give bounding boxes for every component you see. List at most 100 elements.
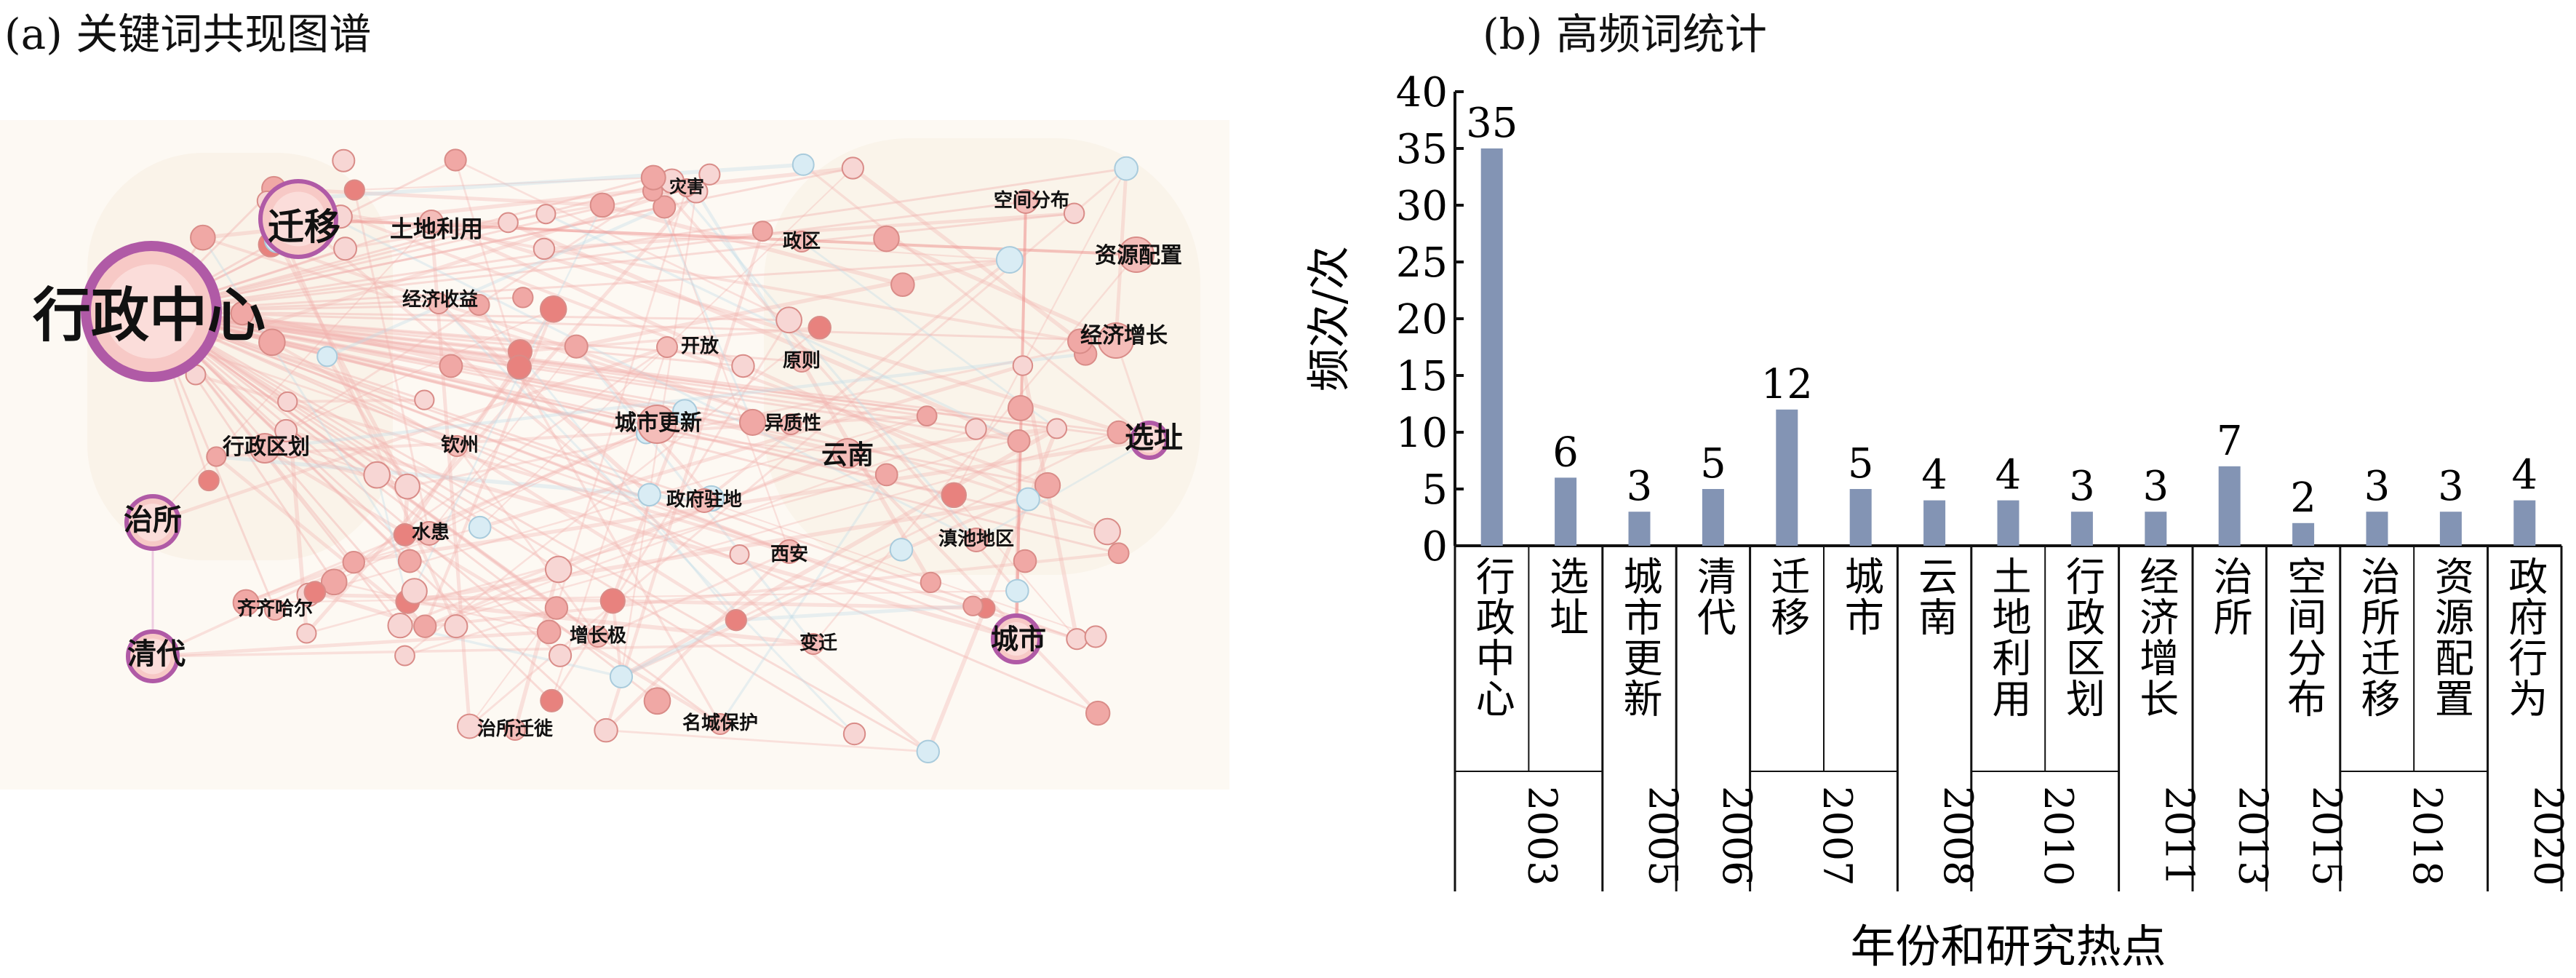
y-axis-label: 频次/次 — [1304, 246, 1355, 391]
network-node — [780, 413, 802, 435]
network-node — [544, 596, 569, 620]
network-node-label: 水患 — [412, 522, 450, 544]
network-node — [643, 687, 671, 715]
network-node — [401, 578, 428, 605]
category-label: 空间分布 — [2281, 556, 2326, 719]
bar — [2070, 512, 2093, 546]
bar-value-label: 7 — [2217, 418, 2243, 465]
network-node — [258, 328, 286, 357]
network-node-label: 政府驻地 — [666, 488, 742, 511]
network-node — [941, 482, 967, 509]
network-node-label: 清代 — [127, 637, 186, 671]
category-label: 城市 — [1838, 556, 1883, 637]
y-tick-label: 15 — [1396, 353, 1448, 400]
network-node — [791, 153, 815, 176]
network-node — [1066, 628, 1088, 651]
bar-value-label: 4 — [2511, 452, 2537, 499]
network-node — [250, 433, 280, 464]
bar-value-label: 3 — [1627, 463, 1653, 510]
network-node — [599, 588, 626, 614]
network-node — [802, 633, 824, 655]
year-label: 2018 — [2404, 786, 2450, 886]
bar-value-label: 3 — [2438, 463, 2464, 510]
network-node — [198, 469, 220, 492]
year-label: 2006 — [1714, 786, 1760, 886]
network-node — [316, 346, 338, 367]
network-node — [419, 210, 444, 234]
network-node — [394, 473, 420, 500]
category-label: 选址 — [1543, 556, 1589, 637]
network-node — [544, 555, 573, 584]
network-node — [589, 192, 615, 218]
network-node — [1114, 156, 1139, 181]
bar — [1702, 489, 1724, 546]
network-node — [277, 391, 298, 413]
network-node — [439, 354, 463, 378]
bar — [1776, 409, 1798, 546]
bar-value-label: 3 — [2364, 463, 2390, 510]
network-node-label: 选址 — [1125, 421, 1183, 455]
network-node — [320, 568, 348, 596]
category-label: 土地利用 — [1985, 556, 2031, 719]
year-label: 2010 — [2035, 786, 2081, 886]
network-node-label: 名城保护 — [682, 712, 758, 734]
network-node — [1013, 189, 1038, 214]
network-node — [874, 463, 898, 487]
y-tick-label: 10 — [1396, 410, 1448, 457]
bar-value-label: 12 — [1761, 361, 1813, 408]
network-node-label: 迁移 — [268, 205, 340, 248]
bar — [2292, 522, 2315, 546]
network-node — [587, 626, 609, 648]
year-label: 2020 — [2525, 786, 2571, 886]
network-node — [692, 488, 717, 513]
category-label: 清代 — [1690, 556, 1736, 637]
network-node — [1106, 420, 1131, 445]
x-axis-label: 年份和研究热点 — [1850, 920, 2166, 973]
network-node — [303, 581, 327, 604]
network-node — [640, 164, 666, 191]
network-node — [456, 713, 482, 739]
network-node — [274, 418, 298, 442]
bar-value-label: 2 — [2290, 474, 2316, 522]
bar-value-label: 3 — [2142, 463, 2169, 510]
network-node — [656, 336, 678, 358]
category-label: 经济增长 — [2133, 556, 2179, 719]
network-node — [333, 236, 357, 261]
network-node — [190, 224, 216, 251]
bar-value-label: 3 — [2069, 463, 2095, 510]
network-node — [889, 538, 914, 562]
network-node — [1012, 355, 1034, 376]
year-label: 2007 — [1814, 786, 1860, 886]
network-node — [609, 664, 634, 688]
network-node-label: 行政区划 — [222, 434, 310, 460]
network-node — [504, 719, 526, 741]
network-node — [1046, 418, 1068, 440]
network-node — [296, 623, 317, 644]
network-node — [637, 405, 677, 444]
network-node — [1016, 487, 1040, 512]
network-node-label: 政区 — [783, 230, 821, 253]
network-node — [594, 717, 618, 743]
y-tick-label: 30 — [1396, 183, 1448, 230]
network-node — [777, 539, 802, 564]
network-node — [512, 287, 534, 309]
category-label: 资源配置 — [2428, 556, 2473, 719]
network-node — [965, 418, 987, 440]
network-node — [1085, 700, 1111, 726]
network-node — [731, 354, 755, 378]
network-node — [498, 212, 519, 234]
bar — [1628, 512, 1651, 546]
network-node — [548, 643, 573, 667]
network-node — [468, 515, 492, 539]
network-node — [1093, 517, 1121, 546]
network-node — [1034, 472, 1061, 499]
network-node — [890, 272, 915, 298]
network-node — [916, 405, 938, 427]
bar — [1480, 148, 1503, 546]
bar-value-label: 4 — [1995, 452, 2022, 499]
network-node-label: 空间分布 — [994, 189, 1069, 212]
network-node — [842, 722, 866, 746]
category-label: 云南 — [1912, 556, 1958, 637]
network-node — [564, 334, 589, 359]
